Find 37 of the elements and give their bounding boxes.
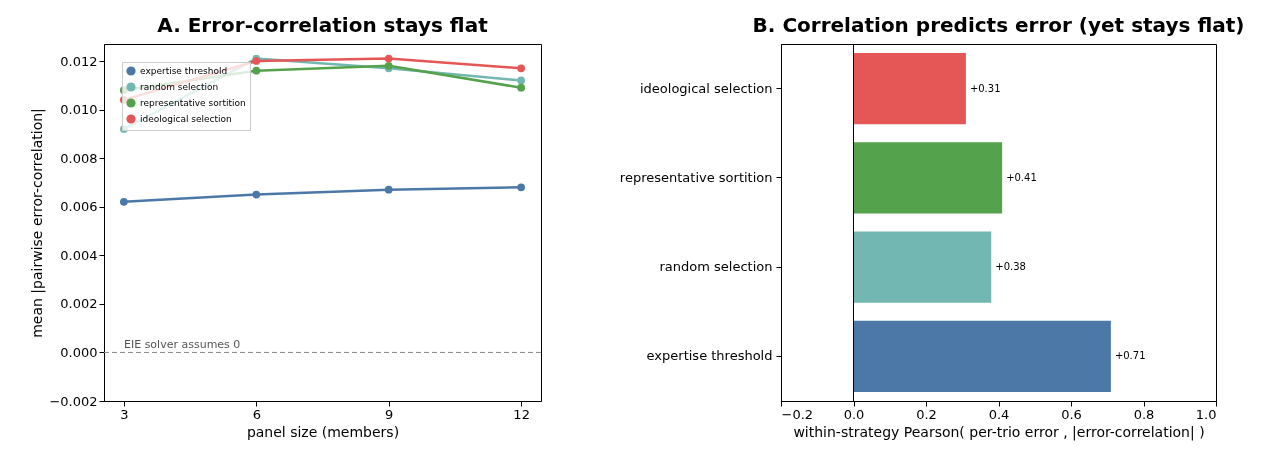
y-tick-label: 0.008 xyxy=(60,150,98,166)
y-tick-label: ideological selection xyxy=(639,80,773,96)
x-tick-label: 1.0 xyxy=(1195,406,1217,422)
x-tick-label: 0.6 xyxy=(1061,406,1082,422)
y-tick-label: random selection xyxy=(659,259,773,275)
y-tick-label: 0.002 xyxy=(60,296,98,312)
legend-label: ideological selection xyxy=(140,114,232,124)
legend-label: random selection xyxy=(140,82,219,92)
y-axis-title: mean |pairwise error-correlation| xyxy=(29,108,47,338)
y-tick-label: 0.006 xyxy=(60,199,98,215)
x-axis-title: within-strategy Pearson( per-trio error , |error-correlation| ) xyxy=(793,423,1205,441)
x-tick-label: 3 xyxy=(120,406,129,422)
y-tick-label: 0.000 xyxy=(60,344,98,360)
y-tick-label: 0.012 xyxy=(60,53,98,69)
legend-label: representative sortition xyxy=(140,98,246,108)
x-tick-label: 0.4 xyxy=(988,406,1010,422)
y-tick-label: expertise threshold xyxy=(646,348,773,364)
y-tick-label: representative sortition xyxy=(619,169,773,185)
data-label: +0.41 xyxy=(1006,171,1037,183)
legend-label: expertise threshold xyxy=(140,66,228,76)
x-tick-label: 0.2 xyxy=(916,406,937,422)
data-label: +0.71 xyxy=(1114,350,1146,362)
x-tick-label: 9 xyxy=(385,406,394,422)
x-tick-label: −0.2 xyxy=(781,406,814,422)
data-label: +0.31 xyxy=(969,82,1001,94)
chart-title: A. Error-correlation stays flat xyxy=(157,13,489,37)
chart-title: B. Correlation predicts error (yet stays flat) xyxy=(752,12,1245,37)
x-axis-title: panel size (members) xyxy=(246,423,400,440)
y-tick-label: 0.004 xyxy=(60,247,98,263)
x-tick-label: 12 xyxy=(513,406,530,422)
y-tick-label: −0.002 xyxy=(49,393,98,409)
x-tick-label: 6 xyxy=(252,406,261,422)
ref-line-label: EIE solver assumes 0 xyxy=(124,338,241,352)
y-tick-label: 0.010 xyxy=(60,102,98,118)
x-tick-label: 0.8 xyxy=(1133,406,1155,422)
data-label: +0.38 xyxy=(995,261,1026,273)
x-tick-label: 0.0 xyxy=(843,406,865,422)
